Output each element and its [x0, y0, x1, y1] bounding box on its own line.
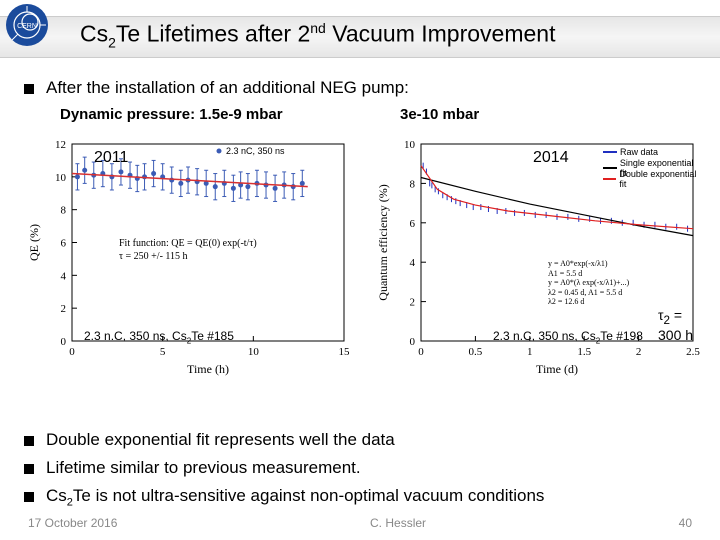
title-pre: Cs: [80, 21, 108, 47]
bullet-marker: [24, 492, 34, 502]
svg-text:10: 10: [55, 172, 67, 184]
cap2014-post: Te #198: [600, 329, 643, 343]
cap2011-pre: 2.3 n.C, 350 ns, Cs: [84, 329, 187, 343]
svg-text:2.3 nC, 350 ns: 2.3 nC, 350 ns: [226, 146, 285, 156]
svg-text:5: 5: [160, 346, 166, 358]
cap2014-pre: 2.3 n.C, 350 ns, Cs: [493, 329, 596, 343]
year-2011: 2011: [94, 149, 128, 167]
bullet-b1: Double exponential fit represents well t…: [24, 430, 720, 450]
bullet-b2: Lifetime similar to previous measurement…: [24, 458, 720, 478]
svg-text:10: 10: [404, 139, 416, 151]
pressure-right: 3e-10 mbar: [400, 106, 479, 123]
svg-text:2.5: 2.5: [686, 346, 700, 358]
b3-post: Te is not ultra-sensitive against non-op…: [73, 486, 545, 505]
year-2014: 2014: [533, 149, 569, 167]
svg-text:Time (h): Time (h): [187, 362, 229, 376]
footer-date: 17 October 2016: [28, 516, 117, 530]
bullet-b3: Cs2Te is not ultra-sensitive against non…: [24, 486, 720, 508]
svg-text:Time (d): Time (d): [536, 362, 578, 376]
bullet-b3-text: Cs2Te is not ultra-sensitive against non…: [46, 486, 544, 508]
svg-text:4: 4: [410, 257, 416, 269]
svg-text:0: 0: [61, 336, 67, 348]
fit-line1: Fit function: QE = QE(0) exp(-t/τ): [119, 237, 257, 250]
svg-text:6: 6: [61, 238, 67, 250]
svg-text:Quantum efficiency (%): Quantum efficiency (%): [376, 184, 390, 300]
legend-item: Raw data: [603, 147, 658, 157]
cap2011-post: Te #185: [191, 329, 234, 343]
svg-text:2: 2: [61, 303, 67, 315]
title-sub1: 2: [108, 34, 116, 50]
footer-page: 40: [679, 516, 692, 530]
svg-text:2: 2: [410, 297, 416, 309]
svg-text:1.5: 1.5: [577, 346, 591, 358]
title-sup: nd: [310, 20, 326, 36]
footer-author: C. Hessler: [370, 516, 426, 530]
footer: 17 October 2016 C. Hessler 40: [0, 516, 720, 530]
bullet-b1-text: Double exponential fit represents well t…: [46, 430, 395, 450]
svg-text:15: 15: [339, 346, 351, 358]
svg-text:0: 0: [418, 346, 424, 358]
title-mid: Te Lifetimes after 2: [116, 21, 310, 47]
fit-annotation: y = A0*exp(-x/λ1): [548, 259, 629, 269]
bullet-top-text: After the installation of an additional …: [46, 78, 409, 98]
fit-annotation: λ2 = 0.45 d, A1 = 5.5 d: [548, 288, 629, 298]
slide-title: Cs2Te Lifetimes after 2nd Vacuum Improve…: [80, 20, 555, 50]
chart-2011: 0 5 10 15 0 2 4 6 8 10 12 Time (h) QE (%) 2.3 nC, 350…: [24, 129, 353, 379]
title-post: Vacuum Improvement: [326, 21, 556, 47]
cern-logo: CERN: [6, 4, 48, 46]
svg-text:4: 4: [61, 270, 67, 282]
chart-2014: 0 0.5 1 1.5 2 2.5 0 2 4 6 8 10 Time (d) Quantum effic…: [373, 129, 702, 379]
svg-text:12: 12: [55, 139, 66, 151]
fit-annotation: A1 = 5.5 d: [548, 269, 629, 279]
legend-item: Double exponential fit: [603, 169, 702, 189]
svg-text:6: 6: [410, 218, 416, 230]
caption-2014: 2.3 n.C, 350 ns, Cs2Te #198: [493, 329, 643, 345]
bullet-top: After the installation of an additional …: [24, 78, 720, 98]
bullet-marker: [24, 436, 34, 446]
svg-text:8: 8: [410, 178, 416, 190]
pressure-left: Dynamic pressure: 1.5e-9 mbar: [60, 106, 400, 123]
bullet-b2-text: Lifetime similar to previous measurement…: [46, 458, 361, 478]
fit-annotation: y = A0*(λ exp(-x/λ1)+...): [548, 278, 629, 288]
tau-label: τ2 = 300 h: [658, 307, 702, 343]
svg-text:QE (%): QE (%): [27, 224, 41, 261]
svg-text:2: 2: [636, 346, 642, 358]
svg-text:0: 0: [69, 346, 75, 358]
bullet-marker: [24, 84, 34, 94]
svg-text:CERN: CERN: [17, 23, 37, 30]
svg-text:0.5: 0.5: [469, 346, 483, 358]
bullet-marker: [24, 464, 34, 474]
fit-line2: τ = 250 +/- 115 h: [119, 250, 257, 263]
fit-annotation: λ2 = 12.6 d: [548, 297, 629, 307]
svg-text:1: 1: [527, 346, 533, 358]
fit-function-text: Fit function: QE = QE(0) exp(-t/τ) τ = 2…: [119, 237, 257, 263]
pressure-row: Dynamic pressure: 1.5e-9 mbar 3e-10 mbar: [60, 106, 720, 123]
svg-text:10: 10: [248, 346, 259, 358]
svg-text:8: 8: [61, 205, 67, 217]
caption-2011: 2.3 n.C, 350 ns, Cs2Te #185: [84, 329, 234, 345]
b3-pre: Cs: [46, 486, 67, 505]
svg-text:0: 0: [410, 336, 416, 348]
bullets-bottom: Double exponential fit represents well t…: [0, 422, 720, 516]
